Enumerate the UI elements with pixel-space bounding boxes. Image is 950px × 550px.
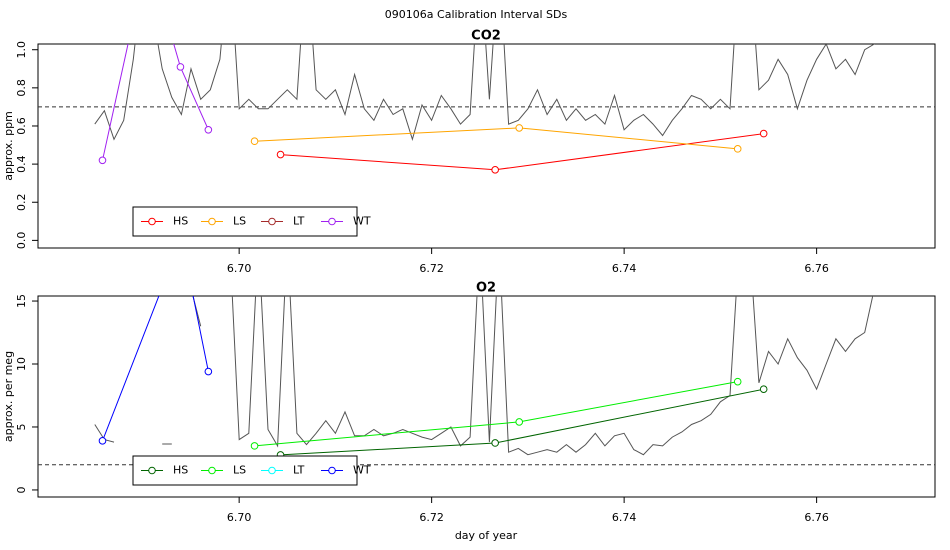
point: [250, 137, 259, 146]
point: [204, 367, 213, 376]
point: [733, 377, 742, 386]
y-tick-label: 10: [15, 357, 28, 371]
point: [759, 385, 768, 393]
point: [759, 129, 768, 138]
legend-marker: [268, 217, 276, 226]
x-tick-label: 6.70: [227, 262, 252, 275]
legend-label: LT: [293, 464, 305, 477]
panel-title: O2: [476, 281, 496, 296]
plot-frame: [37, 295, 936, 498]
point: [515, 418, 524, 426]
y-tick-label: 15: [15, 294, 28, 308]
y-axis-label: approx. ppm: [2, 111, 15, 181]
x-tick-label: 6.76: [804, 262, 829, 275]
x-tick-label: 6.72: [419, 511, 444, 524]
legend-label: HS: [173, 215, 188, 228]
legend-marker: [208, 466, 216, 475]
y-tick-label: 0.0: [15, 232, 28, 250]
plot-area: [94, 44, 875, 174]
y-tick-label: 0.8: [15, 79, 28, 97]
legend-marker: [328, 466, 336, 475]
point: [204, 125, 213, 134]
legend-marker: [148, 217, 156, 226]
point: [491, 166, 499, 174]
y-tick-label: 0.4: [15, 155, 28, 173]
series-line: [102, 44, 209, 161]
point: [176, 63, 185, 71]
figure-title: 090106a Calibration Interval SDs: [385, 8, 568, 21]
point: [515, 124, 524, 132]
legend-box: [132, 455, 358, 486]
x-axis-label: day of year: [455, 529, 518, 542]
legend-label: WT: [353, 464, 371, 477]
legend-marker: [328, 217, 336, 226]
legend-label: LS: [233, 215, 246, 228]
y-axis-label: approx. per meg: [2, 351, 15, 442]
y-tick-label: 0.6: [15, 117, 28, 135]
y-tick-label: 0: [15, 486, 28, 493]
point: [250, 442, 259, 450]
panel-title: CO2: [471, 29, 501, 44]
series-line: [102, 296, 209, 441]
x-tick-label: 6.76: [804, 511, 829, 524]
y-tick-label: 5: [15, 423, 28, 430]
plot-frame: [37, 43, 936, 249]
legend-marker: [268, 466, 276, 475]
legend-marker: [208, 217, 216, 226]
legend-label: LS: [233, 464, 246, 477]
y-tick-label: 1.0: [15, 41, 28, 59]
point: [733, 145, 742, 153]
legend-marker: [148, 466, 156, 475]
x-tick-label: 6.70: [227, 511, 252, 524]
x-tick-label: 6.74: [612, 511, 637, 524]
legend-box: [132, 206, 358, 237]
y-tick-label: 0.2: [15, 193, 28, 211]
legend-label: LT: [293, 215, 305, 228]
point: [276, 150, 285, 159]
x-tick-label: 6.72: [419, 262, 444, 275]
legend-label: WT: [353, 215, 371, 228]
point: [98, 156, 107, 165]
x-tick-label: 6.74: [612, 262, 637, 275]
plot-area: [94, 296, 874, 459]
legend-label: HS: [173, 464, 188, 477]
point: [98, 437, 107, 445]
point: [491, 439, 499, 447]
